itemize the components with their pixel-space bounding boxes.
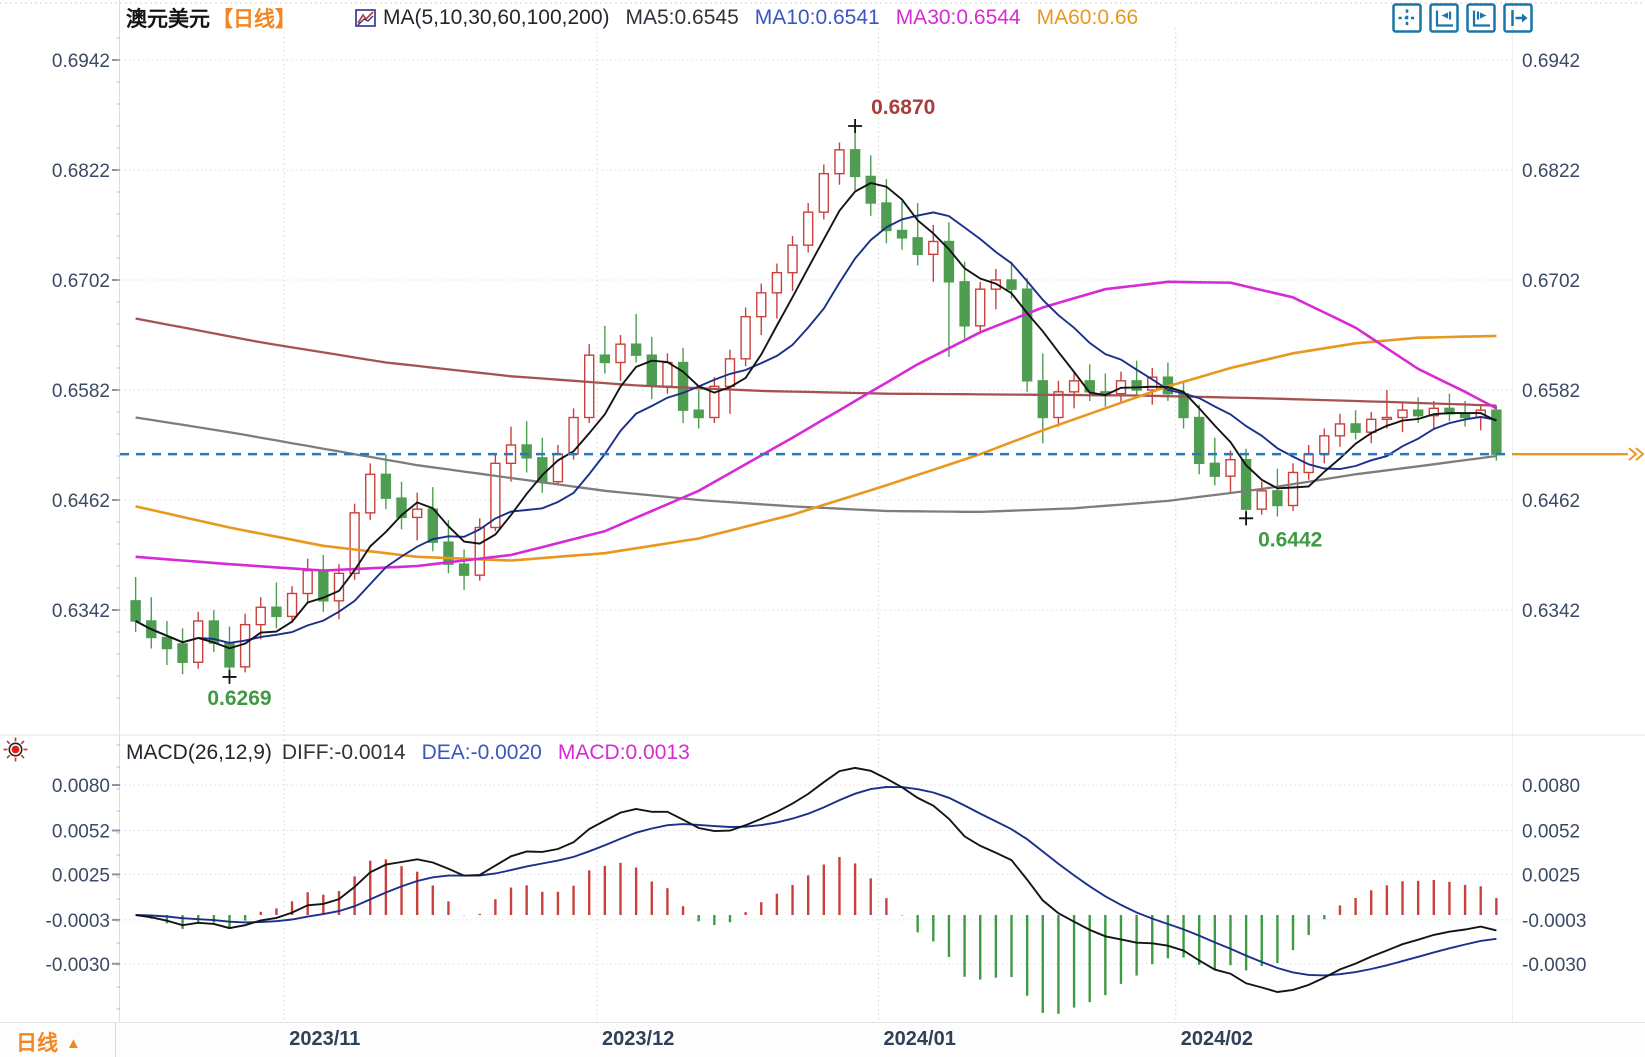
price-tick-label: 0.6342	[52, 601, 110, 622]
macd-tick-label: 0.0080	[52, 776, 110, 797]
ma60-line	[135, 334, 1497, 562]
annotations: 0.6870 0.6269 0.6442	[207, 96, 1322, 710]
diff-line	[135, 766, 1497, 993]
candles-group	[130, 126, 1502, 677]
last-price-group	[120, 447, 1645, 461]
macd-tick-label: -0.0030	[1522, 955, 1586, 976]
month-label: 2024/02	[1180, 1028, 1254, 1050]
price-tick-label: 0.6942	[52, 51, 110, 72]
price-tick-label: 0.6582	[52, 381, 110, 402]
low-annotation: 0.6269	[207, 687, 271, 710]
price-tick-label: 0.6462	[52, 491, 110, 512]
price-axis-right: 0.6942 0.6822 0.6702 0.6582 0.6462 0.6342	[1522, 51, 1580, 622]
chart-frame	[0, 0, 1645, 1022]
price-tick-label: 0.6942	[1522, 51, 1580, 72]
x-axis-gridlines	[283, 28, 1177, 1020]
price-tick-label: 0.6702	[1522, 271, 1580, 292]
macd-tick-label: 0.0052	[1522, 822, 1580, 843]
macd-tick-label: 0.0080	[1522, 776, 1580, 797]
month-label: 2023/11	[289, 1028, 361, 1050]
ma5-line	[135, 181, 1497, 650]
macd-histogram	[150, 856, 1498, 1014]
high-annotation: 0.6870	[871, 96, 935, 119]
month-label: 2024/01	[883, 1028, 956, 1050]
macd-tick-label: -0.0003	[1522, 911, 1586, 932]
price-tick-label: 0.6462	[1522, 491, 1580, 512]
auto-play-icon[interactable]	[1466, 3, 1496, 33]
price-tick-label: 0.6702	[52, 271, 110, 292]
dea-line	[135, 786, 1497, 977]
price-tick-label: 0.6822	[1522, 161, 1580, 182]
price-tick-label: 0.6822	[52, 161, 110, 182]
divider	[115, 1023, 116, 1057]
macd-tick-label: -0.0030	[46, 955, 110, 976]
period-arrow-icon: ▲	[66, 1035, 81, 1052]
price-tick-label: 0.6342	[1522, 601, 1580, 622]
status-bar: 日线 ▲ 2023/11 2023/12 2024/01 2024/02	[0, 1022, 1645, 1057]
ma30-line	[135, 280, 1498, 572]
live-indicator-icon[interactable]	[2, 736, 29, 768]
macd-tick-label: 0.0052	[52, 822, 110, 843]
low-marker-icon	[222, 669, 237, 684]
x-axis-labels: 2023/11 2023/12 2024/01 2024/02	[0, 1023, 1645, 1057]
chart-toolbar	[1392, 3, 1533, 33]
fit-range-icon[interactable]	[1429, 3, 1459, 33]
low-marker-icon	[1239, 511, 1254, 526]
macd-tick-label: 0.0025	[1522, 865, 1580, 886]
month-label: 2023/12	[602, 1028, 675, 1050]
indicator-icon[interactable]	[354, 6, 377, 30]
ma-overlays	[135, 181, 1498, 650]
macd-tick-label: -0.0003	[46, 911, 110, 932]
ma10-line	[135, 211, 1497, 644]
macd-gridlines: 0.0080 0.0080 0.0052 0.0052 0.0025 0.0025 -0.0…	[46, 744, 1586, 1010]
period-label: 日线	[16, 1032, 58, 1055]
macd-tick-label: 0.0025	[52, 865, 110, 886]
period-selector[interactable]: 日线 ▲	[16, 1027, 81, 1057]
low-annotation: 0.6442	[1258, 528, 1322, 551]
pan-tool-icon[interactable]	[1392, 3, 1422, 33]
macd-lines	[135, 766, 1497, 993]
price-axis-left: 0.6942 0.6822 0.6702 0.6582 0.6462 0.6342	[52, 51, 110, 622]
chart-canvas[interactable]: 0.69420.68220.67020.65820.64620.63420.69…	[0, 0, 1645, 1022]
ma200-line	[135, 317, 1497, 407]
price-tick-label: 0.6582	[1522, 381, 1580, 402]
price-marker-icon	[1628, 447, 1645, 461]
price-gridlines	[112, 37, 1512, 699]
high-marker-icon	[848, 119, 863, 133]
jump-to-latest-icon[interactable]	[1503, 3, 1533, 33]
